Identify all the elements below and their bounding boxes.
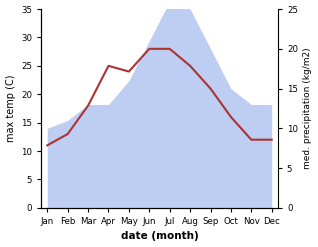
Y-axis label: max temp (C): max temp (C) (5, 75, 16, 142)
Y-axis label: med. precipitation (kg/m2): med. precipitation (kg/m2) (303, 48, 313, 169)
X-axis label: date (month): date (month) (121, 231, 198, 242)
